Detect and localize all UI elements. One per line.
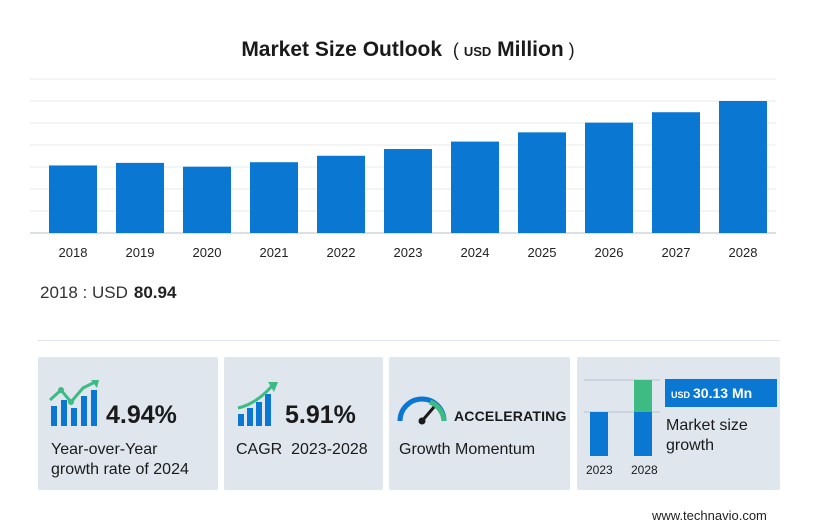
bar-2021 [250,162,298,233]
currency-label: USD [463,44,492,59]
unit-open-paren: ( [447,40,464,60]
yoy-label-line1: Year-over-Year [51,441,158,458]
momentum-label: Growth Momentum [399,441,536,458]
unit-label: Million [497,38,564,61]
bar-2028 [719,101,767,233]
yoy-label-line2: growth rate of 2024 [51,461,189,478]
chart-title: Market Size Outlook ( USD Million ) [0,38,816,62]
badge-value: 30.13 Mn [693,385,753,401]
bar-2023 [384,149,432,233]
section-divider [38,340,780,341]
cagr-label: CAGR 2023-2028 [236,441,368,458]
badge-currency: USD [671,390,691,400]
x-tick-label: 2028 [729,245,758,260]
mini-year-start: 2023 [586,463,613,477]
cagr-value: 5.91% [285,401,356,429]
x-tick-label: 2019 [126,245,155,260]
bar-2024 [451,141,499,233]
unit-close-paren: ) [563,40,575,60]
x-tick-label: 2026 [595,245,624,260]
x-tick-label: 2020 [193,245,222,260]
momentum-value: ACCELERATING [454,408,567,424]
yoy-growth-icon [48,380,99,426]
x-tick-label: 2018 [59,245,88,260]
base-year-value: 2018 : USD 80.94 [40,283,176,303]
bar-2026 [585,122,633,233]
mini-bar-2028-base [634,412,652,456]
title-text: Market Size Outlook [241,38,443,61]
growth-label-line1: Market size [666,417,748,434]
x-tick-label: 2027 [662,245,691,260]
base-year-amount: 80.94 [133,283,177,302]
bar-2018 [49,165,97,233]
cagr-growth-icon [237,382,278,426]
growth-mini-chart [584,379,660,456]
yoy-card [38,357,218,490]
mini-bar-2028-growth [634,380,652,412]
base-year-label: 2018 : USD [40,283,128,302]
bar-2022 [317,155,365,233]
footer-site: www.technavio.com [652,508,767,523]
growth-label-line2: growth [666,437,715,454]
bar-2025 [518,132,566,233]
x-tick-label: 2025 [528,245,557,260]
x-tick-label: 2021 [260,245,289,260]
momentum-card [389,357,570,490]
yoy-value: 4.94% [106,401,177,429]
growth-badge: USD 30.13 Mn [665,379,777,407]
x-tick-label: 2022 [327,245,356,260]
bar-2027 [652,112,700,233]
bar-2019 [116,162,164,233]
x-tick-label: 2023 [394,245,423,260]
speedometer-icon [397,396,447,425]
market-size-bar-chart: 2018 2019 2020 2021 2022 2023 2024 2025 2026 2027… [30,78,776,260]
mini-year-end: 2028 [631,463,658,477]
mini-bar-2023 [590,412,608,456]
bar-2020 [183,166,231,233]
x-tick-label: 2024 [461,245,490,260]
